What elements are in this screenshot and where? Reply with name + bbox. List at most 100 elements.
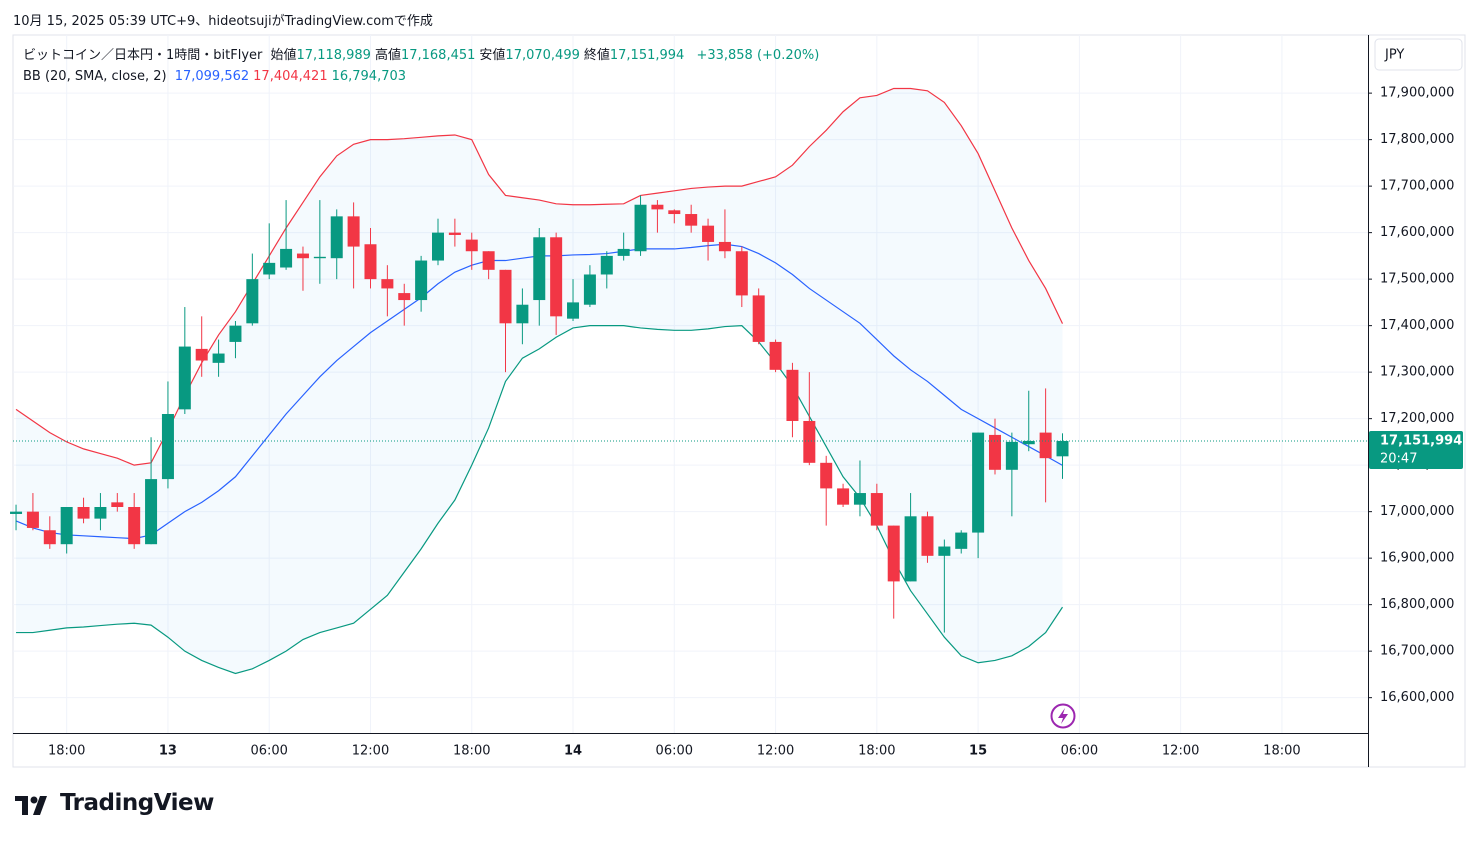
candle-body	[364, 244, 377, 280]
candle-body	[43, 530, 56, 545]
last-price-label: 17,151,994	[1380, 433, 1462, 448]
candle-body	[685, 214, 698, 226]
candle-body	[280, 248, 293, 268]
y-tick-label: 17,300,000	[1380, 365, 1454, 380]
candle-body	[431, 232, 444, 261]
candle-body	[735, 251, 748, 296]
logo-part	[33, 796, 47, 815]
alert-icon[interactable]	[1050, 703, 1076, 729]
x-tick-label: 12:00	[352, 744, 389, 759]
candle-body	[482, 251, 495, 270]
chart-frame	[12, 34, 1466, 768]
candle-body	[567, 302, 580, 319]
band-fill	[16, 88, 1063, 674]
ohlc-name: 終値	[583, 48, 610, 63]
x-tick-label: 18:00	[1263, 744, 1300, 759]
candle-body	[145, 479, 158, 545]
candle-body	[887, 525, 900, 582]
candle-body	[921, 516, 934, 556]
candle-body	[94, 506, 107, 519]
ohlc-values: 始値17,118,989 高値17,168,451 安値17,070,499 終値17…	[271, 48, 689, 63]
candle-body	[313, 256, 326, 259]
x-tick-label: 12:00	[1162, 744, 1199, 759]
ohlc-value: 17,168,451	[400, 48, 476, 63]
x-tick-label: 06:00	[1061, 744, 1098, 759]
candle-body	[533, 237, 546, 301]
x-tick-label: 06:00	[250, 744, 287, 759]
candle-body	[837, 488, 850, 505]
candles	[10, 195, 1069, 633]
grid	[13, 35, 1368, 733]
x-tick-label: 15	[969, 744, 987, 759]
candle-body	[853, 493, 866, 505]
alert-bolt[interactable]	[1058, 708, 1068, 724]
indicator-row: BB (20, SMA, close, 2) 17,099,562 17,404,…	[23, 66, 823, 87]
candle-body	[786, 369, 799, 421]
candle-body	[769, 341, 782, 370]
currency-box[interactable]	[1374, 38, 1463, 71]
candle-body	[60, 506, 73, 545]
ohlc-name: 高値	[374, 48, 401, 63]
candle-body	[415, 260, 428, 301]
candle-body	[600, 255, 613, 275]
logo-mark	[15, 796, 47, 815]
candle-body	[1022, 440, 1035, 445]
y-tick-label: 17,200,000	[1380, 411, 1454, 426]
y-tick-label: 17,700,000	[1380, 179, 1454, 194]
logo-part	[30, 796, 38, 804]
y-tick-label: 17,900,000	[1380, 86, 1454, 101]
last-price-tag	[1369, 430, 1463, 469]
candle-body	[904, 516, 917, 582]
x-tick-label: 18:00	[858, 744, 895, 759]
candle-body	[398, 293, 411, 301]
change-label: +33,858 (+0.20%)	[696, 48, 820, 63]
candle-body	[381, 279, 394, 289]
indicator-value: 16,794,703	[331, 69, 407, 84]
x-tick-label: 13	[159, 744, 177, 759]
y-tick-label: 16,800,000	[1380, 597, 1454, 612]
ohlc-row: ビットコイン／日本円・1時間・bitFlyer 始値17,118,989 高値17…	[23, 45, 823, 66]
ohlc-value: 17,070,499	[505, 48, 580, 63]
ohlc-name: 安値	[479, 48, 506, 63]
candle-body	[111, 502, 124, 507]
candle-body	[651, 204, 664, 210]
candle-body	[499, 269, 512, 324]
y-tick-label: 16,900,000	[1380, 551, 1454, 566]
candle-body	[972, 432, 985, 533]
y-tick-label: 17,800,000	[1380, 132, 1454, 147]
legend: ビットコイン／日本円・1時間・bitFlyer 始値17,118,989 高値17…	[23, 45, 823, 87]
y-tick-label: 17,000,000	[1380, 504, 1454, 519]
y-tick-label: 16,600,000	[1380, 690, 1454, 705]
candle-body	[195, 348, 208, 361]
x-tick-label: 06:00	[656, 744, 693, 759]
candle-body	[1039, 432, 1052, 459]
logo-part	[22, 796, 28, 815]
bands	[15, 87, 1064, 675]
candle-body	[10, 511, 23, 514]
candle-body	[803, 420, 816, 463]
indicator-value: 17,404,421	[253, 69, 328, 84]
candle-body	[246, 279, 259, 324]
logo-part	[15, 796, 28, 801]
candle-body	[229, 325, 242, 342]
candle-body	[26, 511, 39, 528]
candle-body	[938, 546, 951, 556]
x-tick-label: 18:00	[453, 744, 490, 759]
header: 10月 15, 2025 05:39 UTC+9、hideotsujiがTrad…	[13, 14, 433, 29]
y-tick-label: 16,700,000	[1380, 644, 1454, 659]
candle-body	[263, 262, 276, 275]
candle-body	[583, 274, 596, 305]
x-tick-label: 14	[564, 744, 582, 759]
ohlc-value: 17,151,994	[609, 48, 685, 63]
candle-body	[347, 216, 360, 247]
candle-body	[448, 232, 461, 235]
candle-body	[752, 295, 765, 342]
candle-body	[212, 353, 225, 363]
candle-body	[702, 225, 715, 242]
y-tick-label: 17,500,000	[1380, 272, 1454, 287]
candle-body	[550, 237, 563, 317]
candle-body	[77, 506, 90, 519]
ohlc-name: 始値	[270, 48, 297, 63]
indicator-name: BB (20, SMA, close, 2)	[23, 69, 167, 84]
